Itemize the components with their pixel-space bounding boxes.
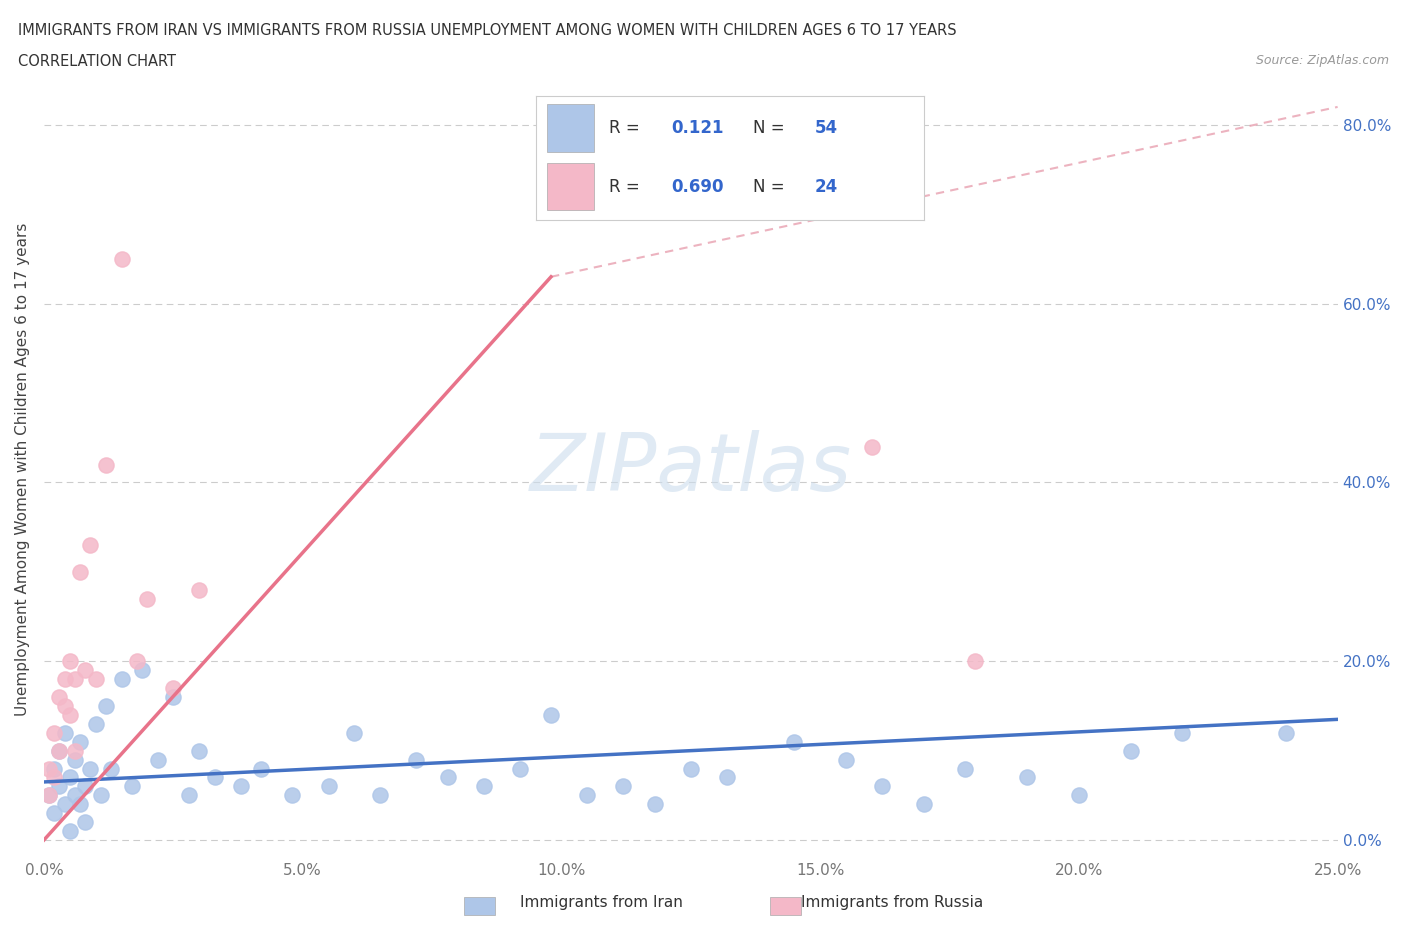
Point — [94, 698, 117, 713]
Point — [94, 458, 117, 472]
Point — [716, 770, 738, 785]
Point — [53, 671, 76, 686]
Text: Immigrants from Iran: Immigrants from Iran — [520, 895, 683, 910]
Point — [870, 779, 893, 794]
Point — [48, 743, 70, 758]
Point — [540, 708, 562, 723]
Point — [75, 815, 97, 830]
Point — [44, 725, 66, 740]
Point — [1171, 725, 1194, 740]
Point — [162, 689, 184, 704]
Point — [38, 788, 60, 803]
Point — [860, 439, 883, 454]
Point — [44, 761, 66, 776]
Point — [229, 779, 252, 794]
Text: ZIPatlas: ZIPatlas — [530, 430, 852, 508]
Point — [38, 788, 60, 803]
Point — [48, 743, 70, 758]
Point — [783, 735, 806, 750]
Point — [59, 708, 82, 723]
Point — [644, 797, 666, 812]
Point — [121, 779, 143, 794]
Point — [84, 671, 107, 686]
Point — [53, 698, 76, 713]
Point — [318, 779, 340, 794]
Point — [63, 743, 86, 758]
Point — [368, 788, 391, 803]
Point — [131, 663, 153, 678]
Point — [472, 779, 495, 794]
Point — [204, 770, 226, 785]
Point — [436, 770, 458, 785]
Point — [576, 788, 599, 803]
Point — [75, 663, 97, 678]
Point — [188, 582, 211, 597]
Point — [188, 743, 211, 758]
Point — [136, 591, 159, 606]
Point — [63, 671, 86, 686]
Point — [53, 725, 76, 740]
Point — [79, 761, 101, 776]
Point — [110, 251, 132, 266]
Point — [63, 788, 86, 803]
Point — [125, 654, 148, 669]
Point — [90, 788, 112, 803]
Point — [1275, 725, 1298, 740]
Point — [343, 725, 366, 740]
Point — [69, 735, 91, 750]
Point — [965, 654, 987, 669]
Point — [48, 779, 70, 794]
Point — [1017, 770, 1039, 785]
Text: Immigrants from Russia: Immigrants from Russia — [801, 895, 984, 910]
Point — [110, 671, 132, 686]
Point — [69, 797, 91, 812]
Text: CORRELATION CHART: CORRELATION CHART — [18, 54, 176, 69]
Point — [44, 805, 66, 820]
Point — [177, 788, 200, 803]
Point — [679, 761, 702, 776]
Point — [250, 761, 273, 776]
Y-axis label: Unemployment Among Women with Children Ages 6 to 17 years: Unemployment Among Women with Children A… — [15, 222, 30, 716]
Point — [48, 689, 70, 704]
Point — [405, 752, 427, 767]
Point — [59, 770, 82, 785]
Point — [509, 761, 531, 776]
Point — [59, 654, 82, 669]
Point — [38, 761, 60, 776]
Point — [44, 770, 66, 785]
Point — [162, 681, 184, 696]
Point — [612, 779, 634, 794]
Point — [912, 797, 935, 812]
Point — [835, 752, 858, 767]
Point — [1119, 743, 1142, 758]
Point — [69, 565, 91, 579]
Point — [146, 752, 169, 767]
Point — [75, 779, 97, 794]
Point — [281, 788, 304, 803]
Point — [100, 761, 122, 776]
Point — [53, 797, 76, 812]
Point — [953, 761, 976, 776]
Point — [59, 824, 82, 839]
Text: IMMIGRANTS FROM IRAN VS IMMIGRANTS FROM RUSSIA UNEMPLOYMENT AMONG WOMEN WITH CHI: IMMIGRANTS FROM IRAN VS IMMIGRANTS FROM … — [18, 23, 957, 38]
Point — [1067, 788, 1090, 803]
Point — [84, 716, 107, 731]
Point — [79, 538, 101, 552]
Text: Source: ZipAtlas.com: Source: ZipAtlas.com — [1256, 54, 1389, 67]
Point — [63, 752, 86, 767]
